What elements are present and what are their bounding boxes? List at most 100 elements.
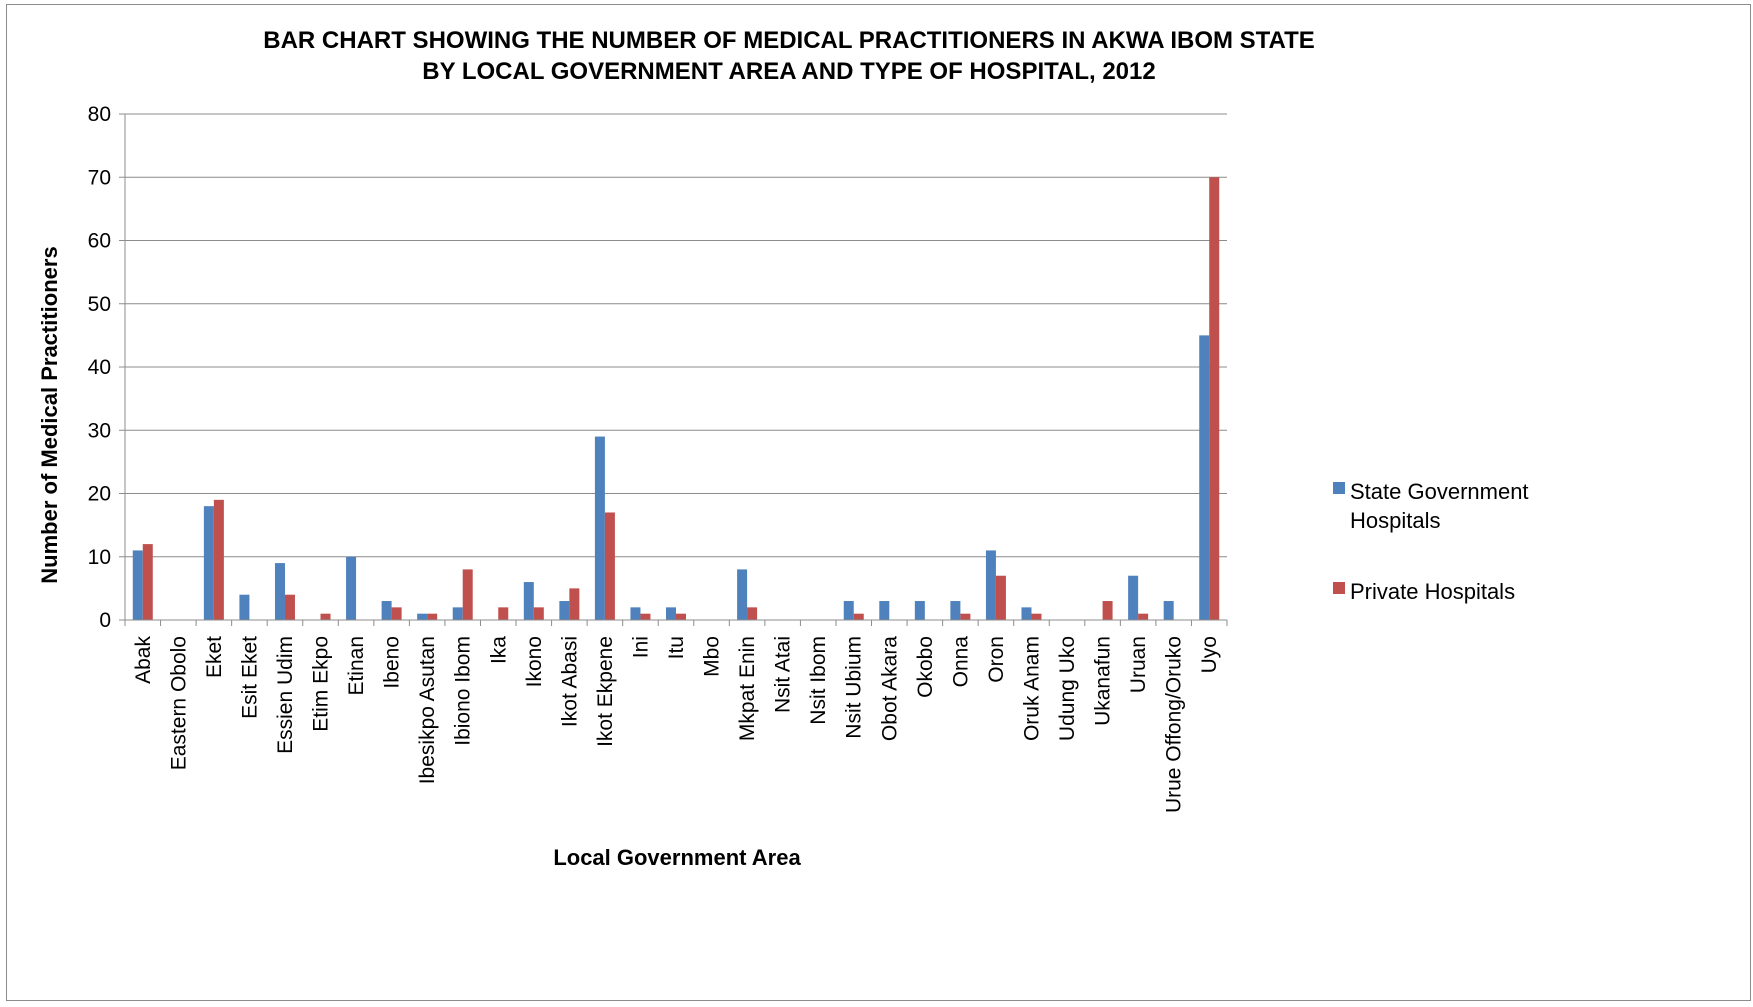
x-category-label: Nsit Ubium bbox=[843, 636, 866, 739]
legend-label-private: Private Hospitals bbox=[1350, 579, 1515, 604]
bar-private-24 bbox=[995, 575, 1006, 620]
bar-state-government-24 bbox=[985, 550, 996, 620]
bar-chart: BAR CHART SHOWING THE NUMBER OF MEDICAL … bbox=[37, 27, 1529, 870]
chart-title-line-2: BY LOCAL GOVERNMENT AREA AND TYPE OF HOS… bbox=[422, 58, 1155, 85]
bar-private-12 bbox=[569, 588, 580, 620]
x-category-label: Ibesikpo Asutan bbox=[416, 636, 439, 784]
x-category-label: Onna bbox=[949, 636, 972, 688]
x-category-label: Oron bbox=[985, 636, 1008, 683]
gridlines bbox=[119, 113, 1227, 621]
bar-private-25 bbox=[1031, 613, 1042, 620]
bar-state-government-6 bbox=[346, 556, 357, 620]
bar-private-4 bbox=[284, 594, 295, 620]
legend-swatch-private bbox=[1333, 582, 1345, 594]
bar-state-government-30 bbox=[1199, 335, 1210, 620]
bar-state-government-0 bbox=[132, 550, 143, 620]
bar-state-government-7 bbox=[381, 601, 392, 620]
bar-state-government-29 bbox=[1163, 601, 1174, 620]
x-category-label: Okobo bbox=[914, 636, 937, 698]
bar-state-government-9 bbox=[452, 607, 463, 620]
bar-state-government-20 bbox=[843, 601, 854, 620]
legend-label-state-government: State Government bbox=[1350, 479, 1529, 504]
x-category-label: Ikono bbox=[523, 636, 546, 687]
bar-private-17 bbox=[747, 607, 758, 620]
bar-private-14 bbox=[640, 613, 651, 620]
bar-state-government-11 bbox=[523, 582, 534, 620]
chart-title-line-1: BAR CHART SHOWING THE NUMBER OF MEDICAL … bbox=[263, 27, 1315, 54]
bar-state-government-22 bbox=[914, 601, 925, 620]
x-category-label: Etim Ekpo bbox=[310, 636, 333, 732]
x-category-label: Ika bbox=[487, 636, 510, 664]
bar-state-government-14 bbox=[630, 607, 641, 620]
bar-state-government-8 bbox=[417, 613, 428, 620]
bar-state-government-13 bbox=[594, 436, 605, 620]
bar-state-government-12 bbox=[559, 601, 570, 620]
x-category-label: Mbo bbox=[701, 636, 724, 677]
x-category-label: Eastern Obolo bbox=[167, 636, 190, 770]
bar-state-government-25 bbox=[1021, 607, 1032, 620]
bar-private-2 bbox=[213, 499, 224, 620]
x-category-label: Etinan bbox=[345, 636, 368, 696]
legend-swatch-state-government bbox=[1333, 482, 1345, 494]
x-category-label: Nsit Atai bbox=[772, 636, 795, 713]
x-category-label: Oruk Anam bbox=[1020, 636, 1043, 741]
bar-private-7 bbox=[391, 607, 402, 620]
bar-private-10 bbox=[498, 607, 509, 620]
y-tick-label: 80 bbox=[88, 103, 111, 126]
x-category-label: Eket bbox=[203, 636, 226, 678]
bar-private-11 bbox=[533, 607, 544, 620]
x-category-label: Obot Akara bbox=[878, 636, 901, 741]
bar-state-government-28 bbox=[1128, 575, 1139, 620]
legend-label-state-government: Hospitals bbox=[1350, 508, 1440, 533]
x-category-label: Ukanafun bbox=[1092, 636, 1115, 726]
x-category-label: Urue Offong/Oruko bbox=[1163, 636, 1186, 813]
x-category-label: Abak bbox=[132, 636, 155, 684]
bar-private-9 bbox=[462, 569, 473, 620]
x-category-label: Ikot Abasi bbox=[558, 636, 581, 727]
legend: State Government Hospitals Private Hospita… bbox=[1333, 479, 1529, 604]
y-axis-tick-labels: 0 10 20 30 40 50 60 70 80 bbox=[88, 103, 111, 632]
x-category-label: Ibeno bbox=[381, 636, 404, 689]
bars bbox=[132, 177, 1220, 620]
x-axis-category-labels: Abak Eastern Obolo Eket Esit Eket Essien Udi… bbox=[132, 636, 1221, 814]
bar-private-30 bbox=[1209, 177, 1220, 620]
axes bbox=[124, 114, 1228, 626]
bar-state-government-3 bbox=[239, 594, 250, 620]
x-category-label: Ikot Ekpene bbox=[594, 636, 617, 747]
x-category-label: Mkpat Enin bbox=[736, 636, 759, 741]
x-axis-title: Local Government Area bbox=[553, 845, 801, 870]
bar-state-government-15 bbox=[666, 607, 676, 620]
bar-private-20 bbox=[853, 613, 864, 620]
bar-private-15 bbox=[676, 613, 686, 620]
x-category-label: Esit Eket bbox=[238, 636, 261, 719]
x-category-label: Ibiono Ibom bbox=[452, 636, 475, 746]
bar-private-23 bbox=[960, 613, 971, 620]
bar-state-government-4 bbox=[274, 563, 285, 620]
x-category-label: Udung Uko bbox=[1056, 636, 1079, 741]
bar-private-28 bbox=[1138, 613, 1149, 620]
x-category-label: Nsit Ibom bbox=[807, 636, 830, 725]
x-category-label: Uyo bbox=[1198, 636, 1221, 673]
y-tick-label: 30 bbox=[88, 419, 111, 442]
y-tick-label: 20 bbox=[88, 483, 111, 506]
x-category-label: Essien Udim bbox=[274, 636, 297, 754]
y-tick-label: 10 bbox=[88, 546, 111, 569]
bar-state-government-17 bbox=[737, 569, 748, 620]
y-tick-label: 50 bbox=[88, 293, 111, 316]
chart-title: BAR CHART SHOWING THE NUMBER OF MEDICAL … bbox=[263, 27, 1315, 85]
chart-frame: BAR CHART SHOWING THE NUMBER OF MEDICAL … bbox=[6, 4, 1751, 1001]
bar-private-8 bbox=[427, 613, 438, 620]
y-tick-label: 70 bbox=[88, 166, 111, 189]
x-category-label: Uruan bbox=[1127, 636, 1150, 693]
y-axis-title: Number of Medical Practitioners bbox=[37, 246, 62, 583]
y-tick-label: 60 bbox=[88, 230, 111, 253]
bar-private-27 bbox=[1102, 601, 1113, 620]
bar-private-13 bbox=[604, 512, 615, 620]
bar-private-0 bbox=[142, 544, 153, 620]
x-category-label: Itu bbox=[665, 636, 688, 659]
bar-state-government-23 bbox=[950, 601, 961, 620]
bar-state-government-21 bbox=[879, 601, 890, 620]
bar-private-5 bbox=[320, 613, 331, 620]
bar-state-government-2 bbox=[203, 506, 214, 620]
y-tick-label: 40 bbox=[88, 356, 111, 379]
